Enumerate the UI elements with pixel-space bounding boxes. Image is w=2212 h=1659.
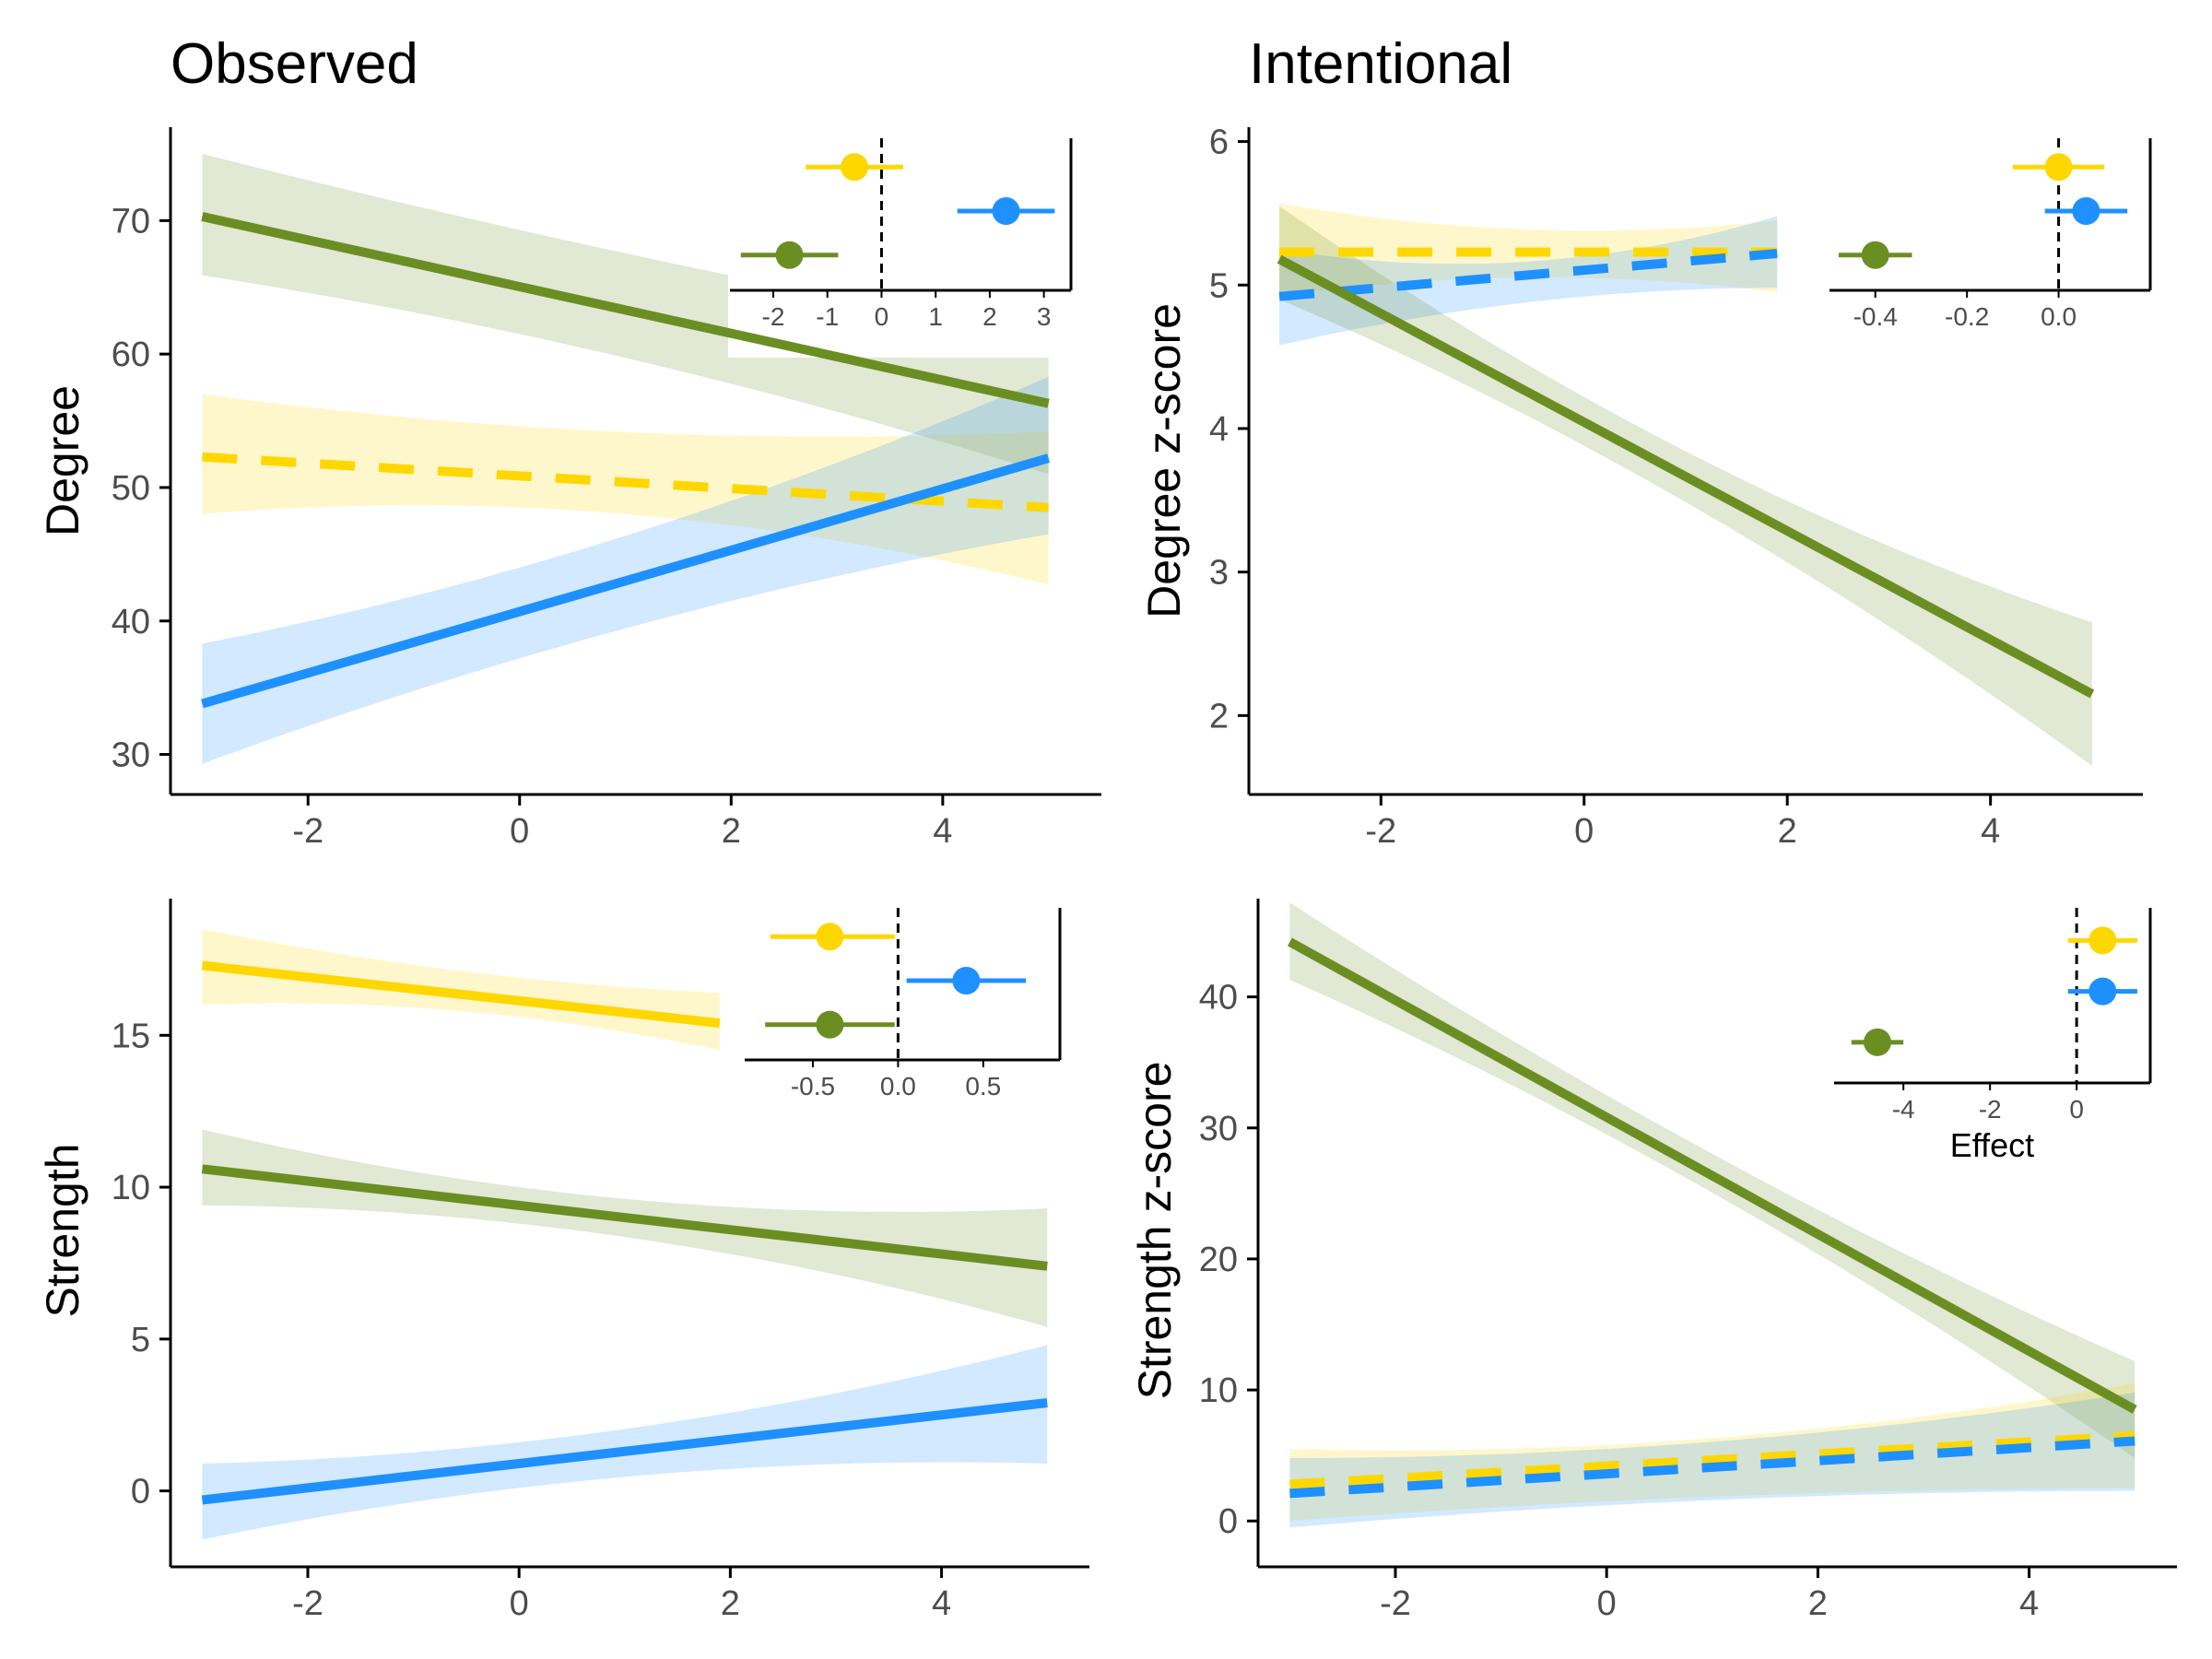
x-tick-label: -2	[292, 1584, 324, 1623]
inset-x-tick-label: -2	[762, 302, 785, 331]
series-line	[1287, 937, 2137, 1414]
inset-x-tick-label: 0	[2069, 1095, 2084, 1124]
y-tick-label: 4	[1209, 410, 1229, 449]
x-tick-label: 4	[933, 812, 952, 851]
x-tick-label: -2	[292, 812, 324, 851]
y-tick-label: 10	[1199, 1371, 1238, 1410]
y-tick-label: 0	[1218, 1502, 1238, 1541]
y-tick-label: 3	[1209, 554, 1229, 593]
inset-x-tick-label: -0.2	[1945, 302, 1989, 331]
y-tick-label: 50	[112, 469, 150, 508]
y-tick-label: 6	[1209, 124, 1229, 162]
inset-x-tick-label: 0.5	[965, 1072, 1001, 1100]
inset-point	[816, 923, 844, 951]
confidence-band	[202, 394, 1049, 585]
inset-x-tick-label: 0	[875, 302, 889, 331]
inset-point	[1861, 241, 1889, 269]
inset-effects: -2 -1 0 1 2 3	[730, 138, 1073, 331]
y-axis-title: Degree z-score	[1138, 303, 1190, 618]
inset-effects: -0.4 -0.2 0.0	[1830, 138, 2152, 331]
inset-x-axis-title: Effect	[1950, 1126, 2034, 1164]
x-tick-label: 4	[2019, 1584, 2039, 1623]
series-line	[1289, 1436, 2136, 1499]
inset-x-tick-label: -4	[1892, 1095, 1915, 1124]
series-line	[1277, 254, 2095, 699]
y-tick-label: 5	[1209, 266, 1229, 305]
y-axis-title: Strength	[37, 1143, 88, 1317]
series-line	[201, 1398, 1048, 1505]
inset-point	[2088, 926, 2117, 955]
inset-x-tick-label: 1	[928, 302, 943, 331]
panel-observed-degree: Observed Degree -2 0 2 4 30 40 50 60 70 -2 -1 0 1 2 3	[37, 32, 1101, 851]
x-tick-label: 0	[1574, 812, 1594, 851]
confidence-band	[202, 376, 1049, 764]
inset-x-tick-label: 3	[1037, 302, 1052, 331]
inset-x-tick-label: -0.5	[791, 1072, 835, 1100]
inset-point	[2072, 197, 2100, 226]
inset-point	[841, 153, 869, 182]
panel-observed-strength: Strength -2 0 2 4 0 5 10 15 -0.5 0.0 0.5	[37, 899, 1089, 1623]
panel-title: Observed	[171, 32, 418, 96]
panel-title: Intentional	[1249, 32, 1512, 96]
inset-effects: -0.5 0.0 0.5	[745, 908, 1062, 1100]
x-tick-label: 4	[1981, 812, 2000, 851]
confidence-band	[202, 1129, 1048, 1327]
x-tick-label: 2	[1808, 1584, 1828, 1623]
x-tick-label: 0	[510, 1584, 529, 1623]
series-line	[201, 1164, 1048, 1271]
y-axis-title: Strength z-score	[1129, 1062, 1181, 1400]
x-tick-label: -2	[1380, 1584, 1411, 1623]
series-line	[201, 453, 1050, 709]
series-line	[1289, 1430, 2136, 1489]
y-tick-label: 0	[131, 1473, 150, 1512]
x-tick-label: 2	[721, 1584, 740, 1623]
x-tick-label: -2	[1365, 812, 1396, 851]
series-line	[201, 960, 721, 1029]
inset-effects: -4 -2 0 Effect	[1834, 908, 2152, 1164]
inset-point	[992, 197, 1020, 226]
y-tick-label: 5	[131, 1321, 150, 1359]
y-tick-label: 15	[112, 1017, 150, 1055]
y-tick-label: 30	[1199, 1110, 1238, 1148]
inset-point	[1863, 1028, 1891, 1056]
y-tick-label: 2	[1209, 697, 1229, 735]
x-tick-label: 2	[1778, 812, 1797, 851]
series-line	[202, 452, 1049, 512]
inset-point	[775, 241, 804, 269]
x-tick-label: 2	[722, 812, 741, 851]
y-tick-label: 40	[112, 603, 150, 641]
inset-x-tick-label: 2	[982, 302, 997, 331]
y-tick-label: 60	[112, 335, 150, 374]
confidence-band	[1279, 206, 2092, 766]
inset-point	[952, 967, 981, 995]
y-tick-label: 30	[112, 736, 150, 775]
y-axis-title: Degree	[37, 385, 88, 536]
inset-x-tick-label: -2	[1979, 1095, 2002, 1124]
inset-point	[816, 1010, 844, 1039]
inset-point	[2088, 977, 2117, 1006]
x-tick-label: 0	[510, 812, 529, 851]
inset-x-tick-label: -0.4	[1853, 302, 1898, 331]
panel-intentional-degree: Intentional Degree z-score -2 0 2 4 2 3 4 5 6 -0.…	[1138, 32, 2152, 851]
y-tick-label: 20	[1199, 1241, 1238, 1279]
confidence-band	[202, 1345, 1048, 1540]
x-tick-label: 4	[932, 1584, 951, 1623]
inset-x-tick-label: 0.0	[880, 1072, 916, 1100]
y-tick-label: 40	[1199, 979, 1238, 1018]
confidence-band	[1289, 1383, 2136, 1522]
inset-x-tick-label: -1	[816, 302, 839, 331]
inset-x-tick-label: 0.0	[2041, 302, 2077, 331]
y-tick-label: 70	[112, 202, 150, 241]
inset-point	[2044, 153, 2073, 182]
series-line	[201, 212, 1050, 408]
x-tick-label: 0	[1597, 1584, 1617, 1623]
series-line	[1278, 249, 1778, 301]
y-tick-label: 10	[112, 1169, 150, 1207]
